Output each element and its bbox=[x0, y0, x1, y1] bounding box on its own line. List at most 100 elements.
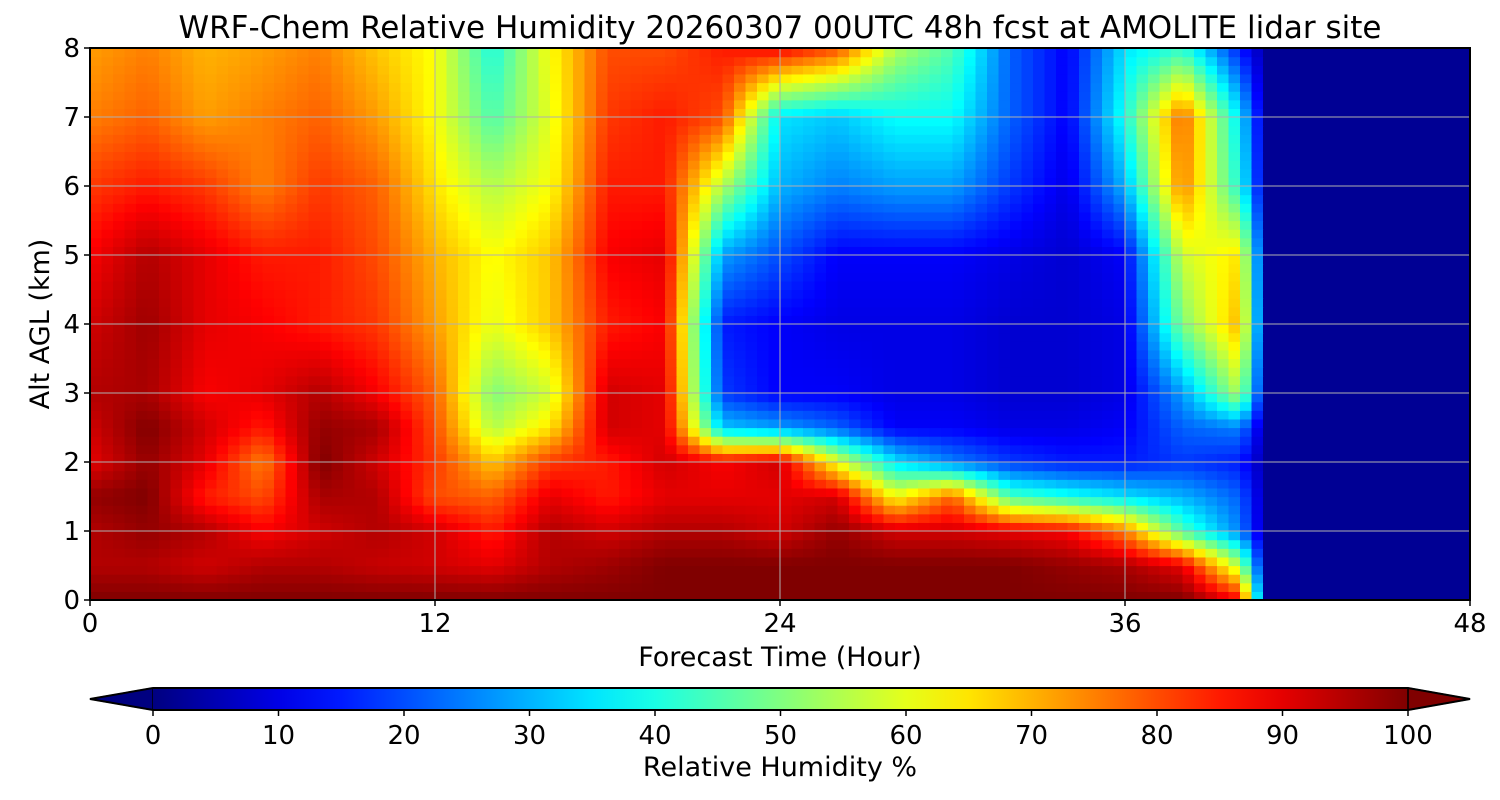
rh-cell bbox=[297, 349, 310, 360]
rh-cell bbox=[665, 367, 678, 377]
rh-cell bbox=[791, 591, 804, 601]
rh-cell bbox=[561, 332, 574, 342]
rh-cell bbox=[1067, 332, 1080, 342]
rh-cell bbox=[573, 462, 586, 472]
rh-cell bbox=[1263, 505, 1276, 515]
rh-cell bbox=[791, 315, 804, 325]
rh-cell bbox=[1251, 289, 1264, 299]
rh-cell bbox=[1090, 462, 1103, 472]
rh-cell bbox=[803, 315, 816, 325]
rh-cell bbox=[642, 358, 655, 368]
rh-cell bbox=[906, 349, 919, 360]
rh-cell bbox=[998, 393, 1011, 403]
rh-cell bbox=[619, 255, 632, 265]
rh-cell bbox=[722, 505, 735, 515]
rh-cell bbox=[492, 470, 505, 480]
rh-cell bbox=[1366, 393, 1379, 403]
rh-cell bbox=[688, 548, 701, 558]
rh-cell bbox=[883, 401, 896, 411]
rh-cell bbox=[711, 272, 724, 282]
rh-cell bbox=[964, 522, 977, 532]
rh-cell bbox=[504, 487, 517, 498]
rh-cell bbox=[1171, 315, 1184, 325]
rh-cell bbox=[343, 272, 356, 282]
rh-cell bbox=[619, 531, 632, 541]
rh-cell bbox=[170, 375, 183, 385]
rh-cell bbox=[458, 470, 471, 480]
rh-cell bbox=[366, 496, 379, 506]
rh-cell bbox=[987, 315, 1000, 325]
rh-cell bbox=[469, 591, 482, 601]
rh-cell bbox=[872, 358, 885, 368]
rh-cell bbox=[1309, 375, 1322, 385]
rh-cell bbox=[745, 582, 758, 592]
rh-cell bbox=[1102, 410, 1115, 420]
rh-cell bbox=[722, 341, 735, 351]
rh-cell bbox=[1240, 591, 1253, 601]
rh-cell bbox=[1228, 574, 1241, 584]
rh-cell bbox=[711, 237, 724, 247]
rh-cell bbox=[1263, 401, 1276, 411]
rh-cell bbox=[423, 332, 436, 342]
rh-cell bbox=[1251, 556, 1264, 567]
rh-cell bbox=[170, 255, 183, 265]
rh-cell bbox=[193, 591, 206, 601]
rh-cell bbox=[872, 505, 885, 515]
rh-cell bbox=[734, 246, 747, 256]
rh-cell bbox=[803, 401, 816, 411]
rh-cell bbox=[1412, 436, 1425, 446]
rh-cell bbox=[297, 289, 310, 299]
rh-cell bbox=[90, 453, 103, 463]
rh-cell bbox=[941, 332, 954, 342]
rh-cell bbox=[607, 255, 620, 265]
rh-cell bbox=[435, 496, 448, 506]
rh-cell bbox=[814, 591, 827, 601]
rh-cell bbox=[952, 349, 965, 360]
rh-cell bbox=[998, 246, 1011, 256]
rh-cell bbox=[814, 324, 827, 334]
rh-cell bbox=[481, 367, 494, 377]
rh-cell bbox=[274, 539, 287, 549]
rh-cell bbox=[1240, 255, 1253, 265]
rh-cell bbox=[1159, 496, 1172, 506]
rh-cell bbox=[1079, 341, 1092, 351]
rh-cell bbox=[998, 367, 1011, 377]
rh-cell bbox=[941, 556, 954, 567]
rh-cell bbox=[170, 427, 183, 437]
rh-cell bbox=[1067, 556, 1080, 567]
rh-cell bbox=[906, 479, 919, 489]
rh-cell bbox=[791, 436, 804, 446]
rh-cell bbox=[515, 453, 528, 463]
rh-cell bbox=[228, 280, 241, 291]
rh-cell bbox=[1217, 315, 1230, 325]
rh-cell bbox=[435, 255, 448, 265]
rh-cell bbox=[642, 367, 655, 377]
rh-cell bbox=[826, 531, 839, 541]
rh-cell bbox=[791, 470, 804, 480]
rh-cell bbox=[274, 237, 287, 247]
rh-cell bbox=[469, 505, 482, 515]
rh-cell bbox=[331, 367, 344, 377]
rh-cell bbox=[780, 315, 793, 325]
rh-cell bbox=[458, 591, 471, 601]
rh-cell bbox=[1136, 505, 1149, 515]
rh-cell bbox=[1102, 565, 1115, 575]
rh-cell bbox=[400, 462, 413, 472]
rh-cell bbox=[584, 358, 597, 368]
rh-cell bbox=[1297, 289, 1310, 299]
rh-cell bbox=[849, 418, 862, 429]
rh-cell bbox=[711, 574, 724, 584]
rh-cell bbox=[987, 479, 1000, 489]
rh-cell bbox=[803, 255, 816, 265]
rh-cell bbox=[1217, 462, 1230, 472]
rh-cell bbox=[1389, 280, 1402, 291]
rh-cell bbox=[987, 272, 1000, 282]
rh-cell bbox=[251, 367, 264, 377]
rh-cell bbox=[1263, 522, 1276, 532]
rh-cell bbox=[699, 436, 712, 446]
rh-cell bbox=[308, 332, 321, 342]
rh-cell bbox=[285, 237, 298, 247]
rh-cell bbox=[1355, 487, 1368, 498]
rh-cell bbox=[1389, 487, 1402, 498]
rh-cell bbox=[1240, 556, 1253, 567]
